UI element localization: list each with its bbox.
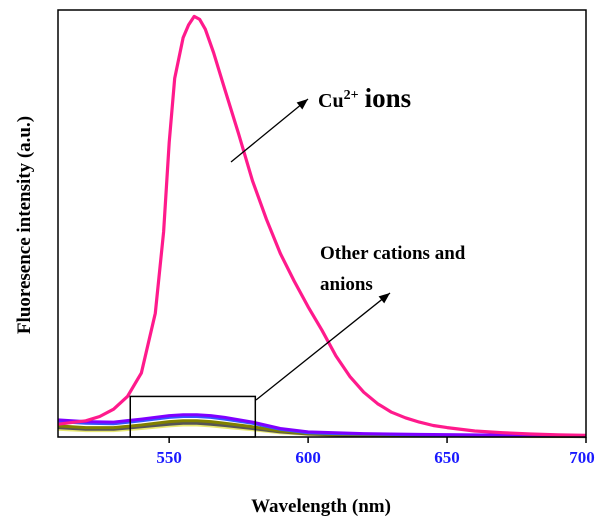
other-arrow-line <box>255 292 391 401</box>
series-line-1 <box>57 413 587 438</box>
other-arrow-head <box>378 293 390 304</box>
x-tick-label-3: 700 <box>569 448 595 467</box>
annotation-other-line2: anions <box>320 274 373 295</box>
annotation-cu-ions: Cu2+ ions <box>318 83 411 113</box>
annotation-cu-rest: ions <box>365 83 412 113</box>
annotation-other-line1: Other cations and <box>320 243 466 264</box>
series-line-0 <box>57 14 587 437</box>
annotation-cu-sup: 2+ <box>344 88 359 103</box>
plot-frame <box>57 9 587 438</box>
plot-series <box>57 14 587 439</box>
cu-arrow-line <box>230 98 309 163</box>
cu-arrow-head <box>296 99 308 110</box>
x-tick-label-1: 600 <box>295 448 321 467</box>
x-tick-label-0: 550 <box>156 448 182 467</box>
y-axis-title: Fluoresence intensity (a.u.) <box>14 116 35 334</box>
x-ticks: 550 600 650 700 <box>156 437 595 467</box>
x-tick-label-2: 650 <box>434 448 460 467</box>
annotation-arrows <box>230 98 391 401</box>
x-axis-title: Wavelength (nm) <box>251 496 391 517</box>
annotation-cu-base: Cu <box>318 90 344 112</box>
